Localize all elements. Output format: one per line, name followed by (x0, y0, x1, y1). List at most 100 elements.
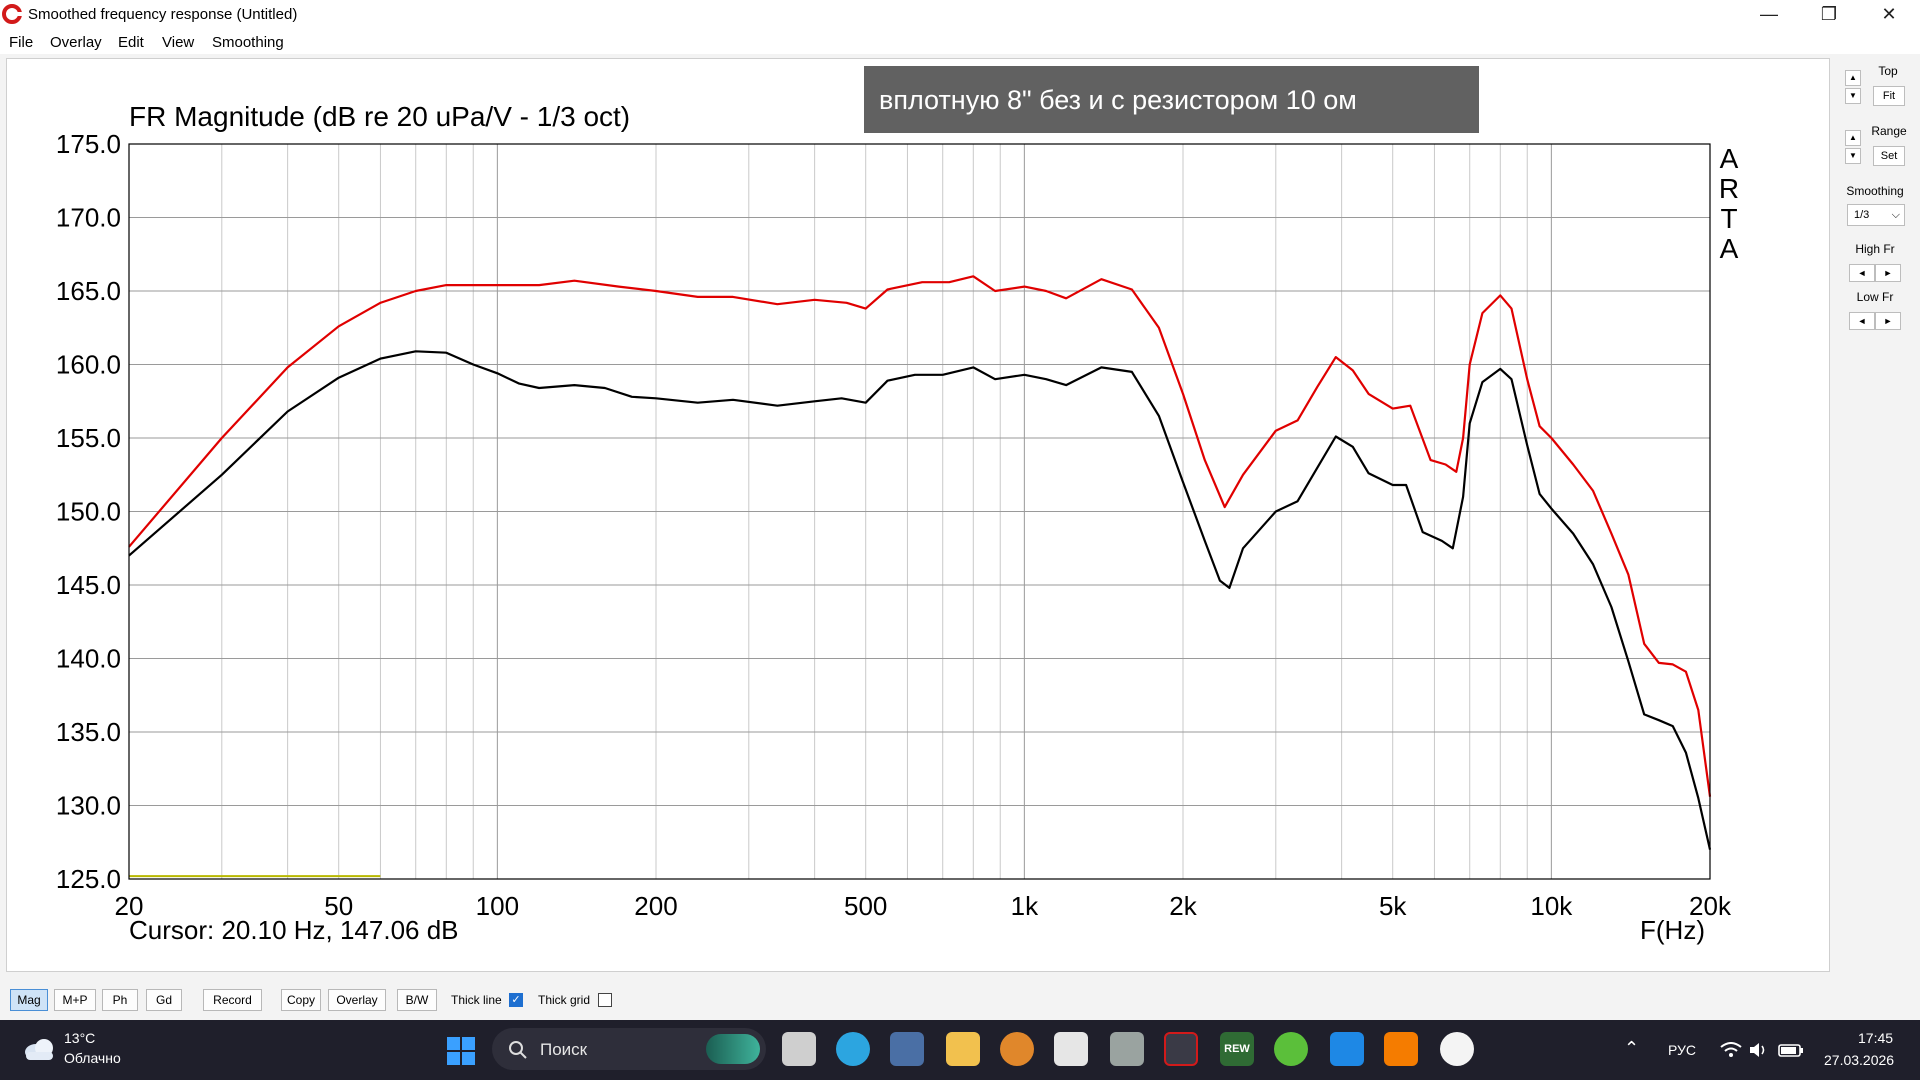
watermark-letter: T (1720, 203, 1737, 234)
menu-smoothing[interactable]: Smoothing (212, 34, 284, 51)
taskbar: 13°C Облачно Поиск REW ⌃ РУС 17:45 27.03… (0, 1020, 1920, 1080)
range-label: Range (1871, 124, 1907, 138)
arta-app-icon (2, 4, 22, 24)
yandex-browser-icon[interactable] (1440, 1032, 1474, 1066)
x-tick-labels: 20 50 100 200 500 1k 2k 5k 10k 20k (115, 891, 1732, 921)
top-up-button[interactable]: ▲ (1845, 70, 1861, 86)
x-tick-label: 1k (1011, 891, 1039, 921)
low-fr-left-button[interactable]: ◄ (1849, 312, 1875, 330)
app-eye-icon[interactable] (1000, 1032, 1034, 1066)
x-tick-label: 20 (115, 891, 144, 921)
menu-view[interactable]: View (162, 34, 195, 51)
range-up-button[interactable]: ▲ (1845, 130, 1861, 146)
y-tick-label: 165.0 (56, 276, 121, 306)
frequency-response-chart[interactable]: 175.0 170.0 165.0 160.0 155.0 150.0 145.0 140.0… (7, 59, 1829, 971)
mag-button[interactable]: Mag (10, 989, 48, 1011)
overlay-button[interactable]: Overlay (328, 989, 386, 1011)
watermark-letter: R (1719, 173, 1739, 204)
high-fr-right-button[interactable]: ► (1875, 264, 1901, 282)
cloud-icon (25, 1039, 53, 1060)
watermark-letter: A (1720, 143, 1739, 174)
plot-border (128, 143, 1711, 880)
set-button[interactable]: Set (1873, 146, 1905, 166)
mag-phase-button[interactable]: M+P (54, 989, 96, 1011)
tray-chevron-icon[interactable]: ⌃ (1624, 1038, 1640, 1058)
smoothing-label: Smoothing (1846, 184, 1904, 198)
x-tick-label: 10k (1530, 891, 1573, 921)
app-chart-icon[interactable] (1054, 1032, 1088, 1066)
high-fr-label: High Fr (1855, 242, 1895, 256)
menu-bar: File Overlay Edit View Smoothing (0, 30, 1920, 54)
media-player-icon[interactable] (1330, 1032, 1364, 1066)
x-tick-label: 100 (476, 891, 519, 921)
y-tick-label: 125.0 (56, 864, 121, 894)
series-line-1 (128, 350, 1712, 850)
x-axis-label: F(Hz) (1640, 915, 1705, 945)
grid (129, 144, 1710, 879)
y-tick-label: 170.0 (56, 203, 121, 233)
windows-start-icon[interactable] (446, 1036, 476, 1066)
y-tick-label: 145.0 (56, 570, 121, 600)
thick-grid-checkbox[interactable] (598, 993, 612, 1007)
top-down-button[interactable]: ▼ (1845, 88, 1861, 104)
annotation-text: вплотную 8" без и с резистором 10 ом (879, 85, 1357, 115)
record-button[interactable]: Record (203, 989, 262, 1011)
fit-button[interactable]: Fit (1873, 86, 1905, 106)
bottom-toolbar: Mag M+P Ph Gd Record Copy Overlay B/W Th… (0, 985, 1920, 1015)
top-label: Top (1878, 64, 1898, 78)
volume-icon[interactable] (1748, 1041, 1768, 1059)
search-box[interactable] (492, 1028, 766, 1070)
smoothing-value: 1/3 (1854, 209, 1870, 221)
search-highlight-image (706, 1034, 760, 1064)
close-button[interactable]: ✕ (1881, 4, 1897, 24)
y-tick-label: 135.0 (56, 717, 121, 747)
clock-time[interactable]: 17:45 (1858, 1030, 1894, 1046)
plot-frame: 175.0 170.0 165.0 160.0 155.0 150.0 145.0 140.0… (6, 58, 1830, 972)
arta-taskbar-icon[interactable] (1164, 1032, 1198, 1066)
annotation-box (864, 66, 1479, 133)
y-tick-label: 160.0 (56, 350, 121, 380)
clock-date[interactable]: 27.03.2026 (1824, 1052, 1895, 1068)
calculator-icon[interactable] (890, 1032, 924, 1066)
wifi-icon[interactable] (1720, 1042, 1742, 1058)
chevron-down-icon: ⌵ (1891, 209, 1900, 221)
search-icon (509, 1041, 527, 1059)
maximize-button[interactable]: ❐ (1820, 4, 1838, 24)
battery-icon[interactable] (1778, 1042, 1804, 1058)
weather-temperature: 13°C (64, 1030, 96, 1046)
utorrent-icon[interactable] (1274, 1032, 1308, 1066)
thick-grid-label: Thick grid (538, 993, 591, 1007)
menu-edit[interactable]: Edit (118, 34, 144, 51)
low-fr-label: Low Fr (1856, 290, 1894, 304)
smoothing-select[interactable]: 1/3 ⌵ (1847, 204, 1905, 226)
range-down-button[interactable]: ▼ (1845, 148, 1861, 164)
copy-button[interactable]: Copy (281, 989, 321, 1011)
menu-overlay[interactable]: Overlay (50, 34, 102, 51)
bw-button[interactable]: B/W (397, 989, 437, 1011)
y-tick-label: 140.0 (56, 644, 121, 674)
menu-file[interactable]: File (9, 34, 34, 51)
thick-line-label: Thick line (451, 993, 502, 1007)
telegram-icon[interactable] (836, 1032, 870, 1066)
thick-line-checkbox[interactable]: ✓ (509, 993, 523, 1007)
phase-button[interactable]: Ph (102, 989, 138, 1011)
vlc-icon[interactable] (1384, 1032, 1418, 1066)
right-control-panel: Top ▲ ▼ Fit Range ▲ ▼ Set Smoothing 1/3 … (1830, 58, 1920, 970)
search-placeholder: Поиск (540, 1040, 588, 1059)
y-tick-labels: 175.0 170.0 165.0 160.0 155.0 150.0 145.0 140.0… (56, 129, 121, 894)
y-tick-label: 130.0 (56, 791, 121, 821)
x-tick-label: 50 (324, 891, 353, 921)
minimize-button[interactable]: — (1760, 4, 1778, 24)
y-tick-label: 155.0 (56, 423, 121, 453)
chart-title: FR Magnitude (dB re 20 uPa/V - 1/3 oct) (129, 101, 630, 132)
high-fr-left-button[interactable]: ◄ (1849, 264, 1875, 282)
group-delay-button[interactable]: Gd (146, 989, 182, 1011)
rew-icon[interactable]: REW (1220, 1032, 1254, 1066)
low-fr-right-button[interactable]: ► (1875, 312, 1901, 330)
app-graph-icon[interactable] (1110, 1032, 1144, 1066)
task-view-icon[interactable] (782, 1032, 816, 1066)
y-tick-label: 175.0 (56, 129, 121, 159)
file-explorer-icon[interactable] (946, 1032, 980, 1066)
language-indicator[interactable]: РУС (1668, 1042, 1697, 1058)
